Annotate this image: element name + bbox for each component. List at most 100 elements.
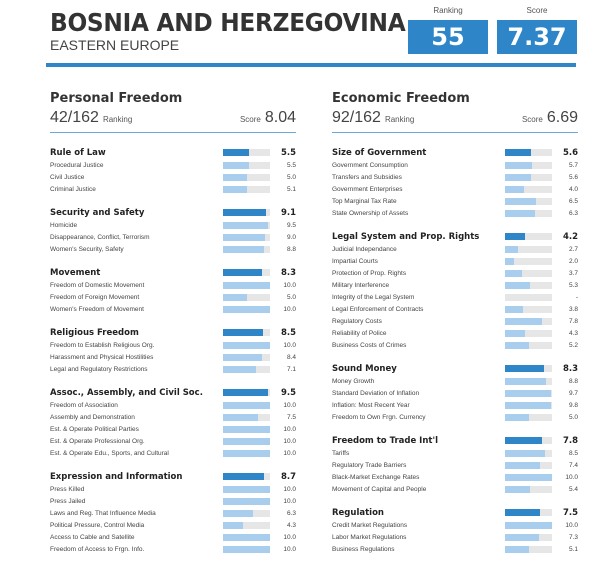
indicator-row: Freedom of Domestic Movement 10.0 — [50, 279, 296, 291]
category-score: 8.5 — [280, 327, 296, 338]
indicator-score: 9.7 — [568, 389, 578, 397]
indicator-name: Business Regulations — [332, 545, 395, 553]
bar-fill — [223, 329, 263, 336]
indicator-score-bar — [505, 305, 552, 313]
category-score: 9.5 — [280, 387, 296, 398]
indicator-score-bar — [505, 269, 552, 277]
bar-fill — [505, 485, 531, 493]
indicator-score: 9.0 — [286, 233, 296, 241]
category-score-bar — [505, 509, 552, 516]
indicator-score: 10.0 — [283, 437, 296, 445]
section-rank: 92/162 — [332, 109, 381, 126]
indicator-score-bar — [505, 161, 552, 169]
category-score: 7.5 — [562, 507, 578, 518]
indicator-row: Legal Enforcement of Contracts 3.8 — [332, 303, 578, 315]
indicator-score-bar — [505, 449, 552, 457]
bar-fill — [223, 209, 266, 216]
category-score: 5.6 — [562, 147, 578, 158]
overall-score-badge: Score 7.37 — [497, 0, 577, 54]
indicator-row: Est. & Operate Professional Org. 10.0 — [50, 435, 296, 447]
category-score-bar — [223, 149, 270, 156]
bar-fill — [223, 413, 259, 421]
indicator-name: Press Jailed — [50, 497, 86, 505]
indicator-row: Press Killed 10.0 — [50, 483, 296, 495]
section-score: 6.69 — [546, 109, 578, 126]
category-name: Size of Government — [332, 147, 427, 158]
indicator-score-bar — [223, 353, 270, 361]
indicator-score: 7.8 — [568, 317, 578, 325]
category-score-bar — [505, 149, 552, 156]
indicator-row: Military Interference 5.3 — [332, 279, 578, 291]
indicator-row: Freedom to Own Frgn. Currency 5.0 — [332, 411, 578, 423]
ranking-label: Ranking — [433, 6, 463, 15]
indicator-row: Civil Justice 5.0 — [50, 171, 296, 183]
indicator-score: 10.0 — [283, 305, 296, 313]
category-score-bar — [223, 209, 270, 216]
indicator-row: Standard Deviation of Inflation 9.7 — [332, 387, 578, 399]
indicator-name: Assembly and Demonstration — [50, 413, 135, 421]
indicator-row: Press Jailed 10.0 — [50, 495, 296, 507]
bar-fill — [505, 269, 523, 277]
bar-fill — [223, 437, 270, 445]
indicator-name: Money Growth — [332, 377, 375, 385]
indicator-score-bar — [223, 497, 270, 505]
indicator-name: Legal and Regulatory Restrictions — [50, 365, 148, 373]
indicator-name: Black-Market Exchange Rates — [332, 473, 420, 481]
bar-fill — [223, 449, 270, 457]
bar-fill — [223, 365, 257, 373]
category-group: Size of Government 5.6 Government Consum… — [332, 146, 578, 219]
indicator-score: 5.2 — [568, 341, 578, 349]
indicator-row: Labor Market Regulations 7.3 — [332, 531, 578, 543]
ranking-value: 55 — [408, 20, 488, 54]
category-name: Assoc., Assembly, and Civil Soc. — [50, 387, 203, 398]
indicator-row: Harassment and Physical Hostilities 8.4 — [50, 351, 296, 363]
indicator-score: 7.5 — [286, 413, 296, 421]
bar-fill — [505, 317, 542, 325]
indicator-score-bar — [223, 437, 270, 445]
indicator-score: 7.1 — [286, 365, 296, 373]
bar-fill — [223, 497, 270, 505]
indicator-score: 4.3 — [568, 329, 578, 337]
indicator-score-bar — [505, 317, 552, 325]
indicator-name: Political Pressure, Control Media — [50, 521, 145, 529]
bar-fill — [505, 449, 545, 457]
indicator-score: 9.8 — [568, 401, 578, 409]
indicator-score: 2.7 — [568, 245, 578, 253]
indicator-score-bar — [505, 545, 552, 553]
indicator-row: Freedom to Establish Religious Org. 10.0 — [50, 339, 296, 351]
category-name: Movement — [50, 267, 101, 278]
score-label: Score — [526, 6, 548, 15]
indicator-row: Judicial Independance 2.7 — [332, 243, 578, 255]
bar-fill — [505, 365, 544, 372]
bar-fill — [505, 509, 541, 516]
indicator-name: Inflation: Most Recent Year — [332, 401, 410, 409]
section-summary: 42/162 Ranking Score 8.04 — [50, 109, 296, 133]
indicator-name: Integrity of the Legal System — [332, 293, 415, 301]
indicator-score: 6.3 — [568, 209, 578, 217]
bar-fill — [223, 521, 244, 529]
indicator-score: 5.1 — [286, 185, 296, 193]
indicator-row: Laws and Reg. That Influence Media 6.3 — [50, 507, 296, 519]
category-score-bar — [505, 233, 552, 240]
bar-fill — [223, 509, 253, 517]
indicator-score-bar — [223, 173, 270, 181]
indicator-score: 3.7 — [568, 269, 578, 277]
bar-fill — [223, 221, 268, 229]
indicator-row: Government Enterprises 4.0 — [332, 183, 578, 195]
indicator-name: Reliability of Police — [332, 329, 387, 337]
indicator-row: Impartial Courts 2.0 — [332, 255, 578, 267]
category-group: Rule of Law 5.5 Procedural Justice 5.5 C… — [50, 146, 296, 195]
bar-fill — [223, 173, 247, 181]
indicator-score: 10.0 — [565, 473, 578, 481]
indicator-row: Freedom of Association 10.0 — [50, 399, 296, 411]
indicator-row: Black-Market Exchange Rates 10.0 — [332, 471, 578, 483]
indicator-name: Regulatory Trade Barriers — [332, 461, 407, 469]
indicator-score: 10.0 — [283, 425, 296, 433]
bar-fill — [505, 305, 523, 313]
indicator-score-bar — [223, 161, 270, 169]
bar-fill — [223, 389, 268, 396]
indicator-row: Business Costs of Crimes 5.2 — [332, 339, 578, 351]
bar-fill — [505, 341, 530, 349]
overall-ranking-badge: Ranking 55 — [408, 0, 488, 54]
category-name: Religious Freedom — [50, 327, 139, 338]
